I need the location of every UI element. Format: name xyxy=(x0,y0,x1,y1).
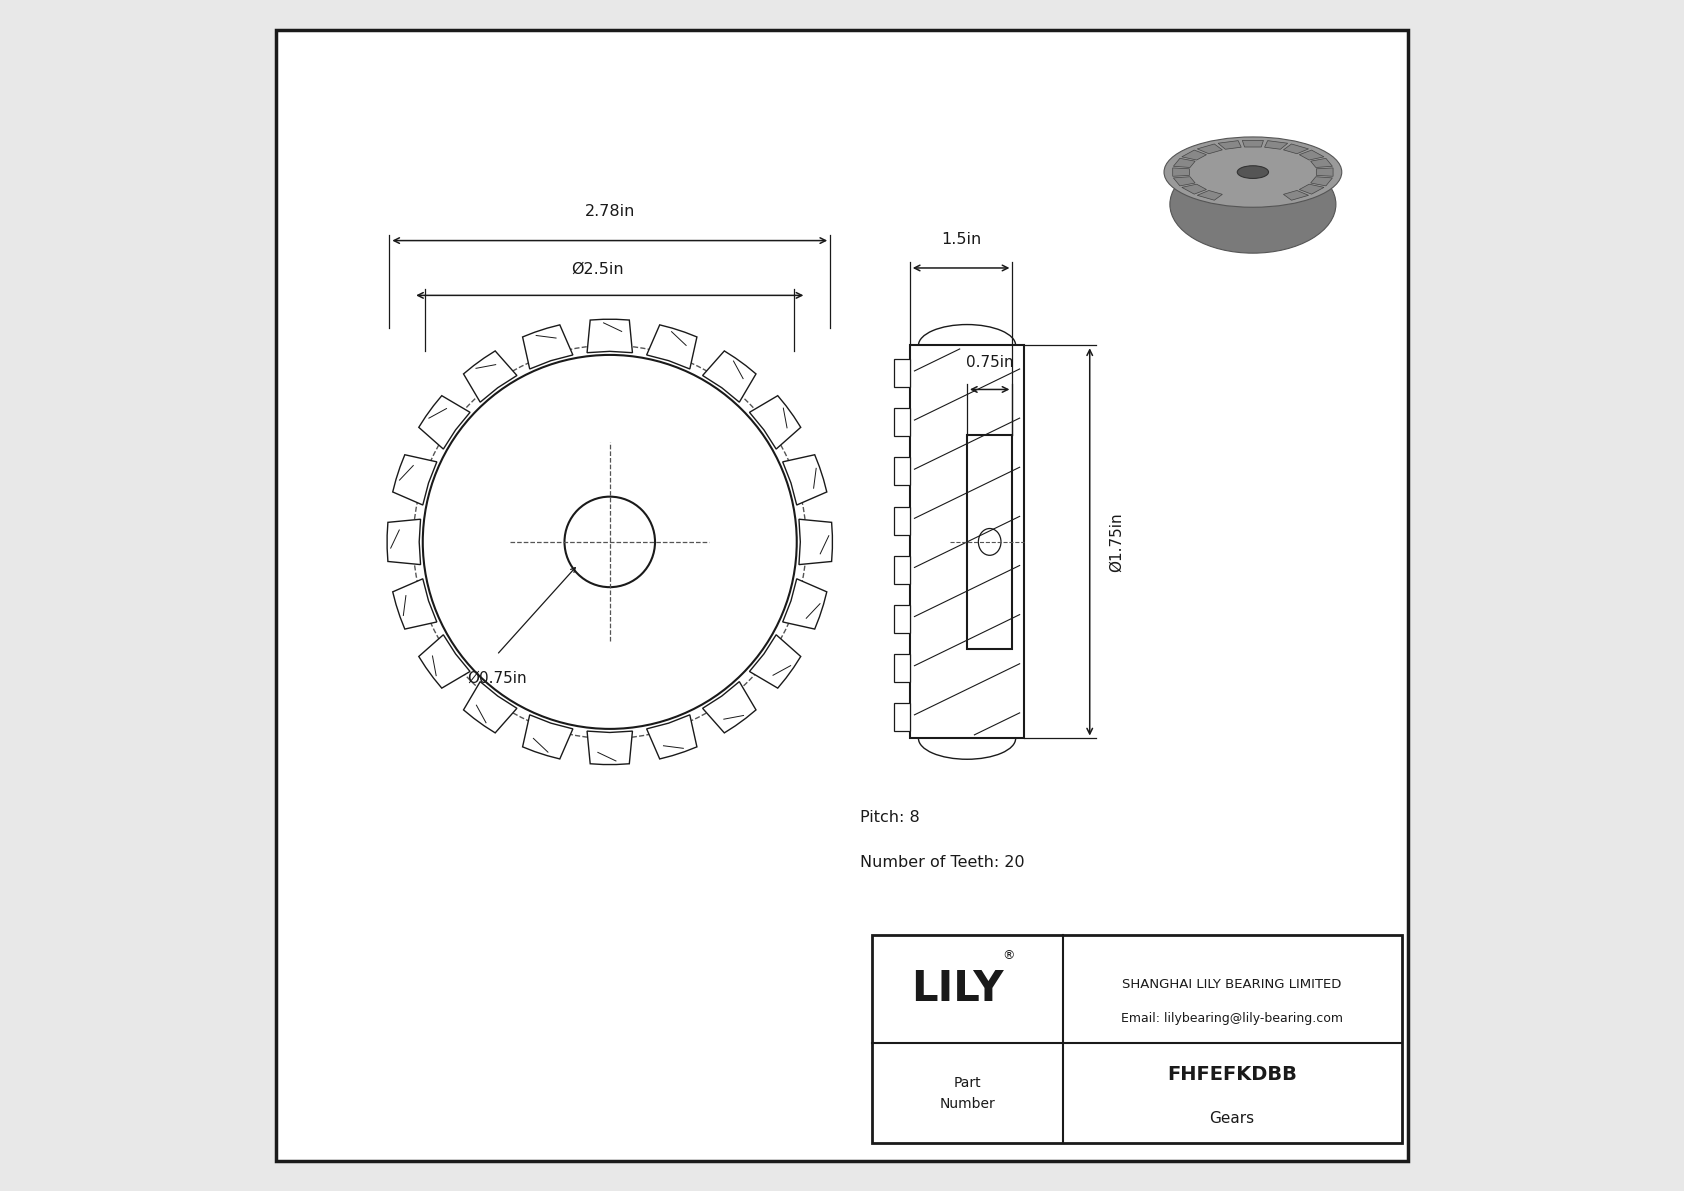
Text: FHFEFKDBB: FHFEFKDBB xyxy=(1167,1065,1297,1084)
Text: Ø0.75in: Ø0.75in xyxy=(466,671,527,686)
Polygon shape xyxy=(647,325,697,369)
Bar xyxy=(894,506,909,535)
Polygon shape xyxy=(1310,158,1332,168)
Bar xyxy=(894,360,909,387)
Bar xyxy=(894,457,909,486)
Polygon shape xyxy=(522,325,573,369)
Polygon shape xyxy=(1283,191,1308,200)
Text: Number of Teeth: 20: Number of Teeth: 20 xyxy=(861,855,1024,871)
Polygon shape xyxy=(522,715,573,759)
Polygon shape xyxy=(749,395,800,449)
Polygon shape xyxy=(1300,150,1324,160)
Text: Gears: Gears xyxy=(1209,1111,1255,1125)
Polygon shape xyxy=(1310,176,1332,186)
Polygon shape xyxy=(1218,141,1241,149)
Polygon shape xyxy=(1197,144,1223,154)
Text: 1.5in: 1.5in xyxy=(941,231,982,247)
Text: Pitch: 8: Pitch: 8 xyxy=(861,810,919,825)
Text: Ø2.5in: Ø2.5in xyxy=(571,261,625,276)
Polygon shape xyxy=(702,681,756,732)
Polygon shape xyxy=(463,681,517,732)
Text: 2.78in: 2.78in xyxy=(584,204,635,219)
Ellipse shape xyxy=(1164,137,1342,207)
Polygon shape xyxy=(1283,144,1308,154)
Polygon shape xyxy=(1182,150,1206,160)
Text: LILY: LILY xyxy=(911,968,1004,1010)
Polygon shape xyxy=(392,455,436,505)
Text: ®: ® xyxy=(1002,949,1015,962)
Circle shape xyxy=(360,292,861,792)
Polygon shape xyxy=(419,635,470,688)
Bar xyxy=(894,409,909,436)
Polygon shape xyxy=(1243,141,1263,146)
Bar xyxy=(894,556,909,584)
Bar xyxy=(894,654,909,682)
Polygon shape xyxy=(1265,141,1288,149)
Polygon shape xyxy=(749,635,800,688)
Text: Ø1.75in: Ø1.75in xyxy=(1108,512,1123,572)
Bar xyxy=(967,435,1012,649)
Polygon shape xyxy=(419,395,470,449)
Text: Email: lilybearing@lily-bearing.com: Email: lilybearing@lily-bearing.com xyxy=(1122,1012,1344,1024)
Polygon shape xyxy=(392,579,436,629)
Polygon shape xyxy=(1182,185,1206,194)
Polygon shape xyxy=(1317,168,1334,176)
Polygon shape xyxy=(1197,191,1223,200)
Polygon shape xyxy=(387,519,421,565)
Polygon shape xyxy=(798,519,832,565)
Ellipse shape xyxy=(1170,156,1335,254)
Polygon shape xyxy=(1174,176,1196,186)
Text: SHANGHAI LILY BEARING LIMITED: SHANGHAI LILY BEARING LIMITED xyxy=(1123,979,1342,991)
Polygon shape xyxy=(647,715,697,759)
Ellipse shape xyxy=(1238,166,1268,179)
Bar xyxy=(872,935,1401,1143)
Polygon shape xyxy=(1174,158,1196,168)
Polygon shape xyxy=(588,731,633,765)
Polygon shape xyxy=(463,351,517,403)
Text: Part
Number: Part Number xyxy=(940,1075,995,1111)
Polygon shape xyxy=(702,351,756,403)
Text: 0.75in: 0.75in xyxy=(967,355,1014,370)
Bar xyxy=(894,605,909,632)
Circle shape xyxy=(423,355,797,729)
Bar xyxy=(909,345,1024,738)
Circle shape xyxy=(564,497,655,587)
Polygon shape xyxy=(1172,168,1189,176)
Bar xyxy=(894,703,909,731)
Polygon shape xyxy=(783,579,827,629)
Polygon shape xyxy=(783,455,827,505)
Polygon shape xyxy=(588,319,633,353)
Polygon shape xyxy=(1300,185,1324,194)
